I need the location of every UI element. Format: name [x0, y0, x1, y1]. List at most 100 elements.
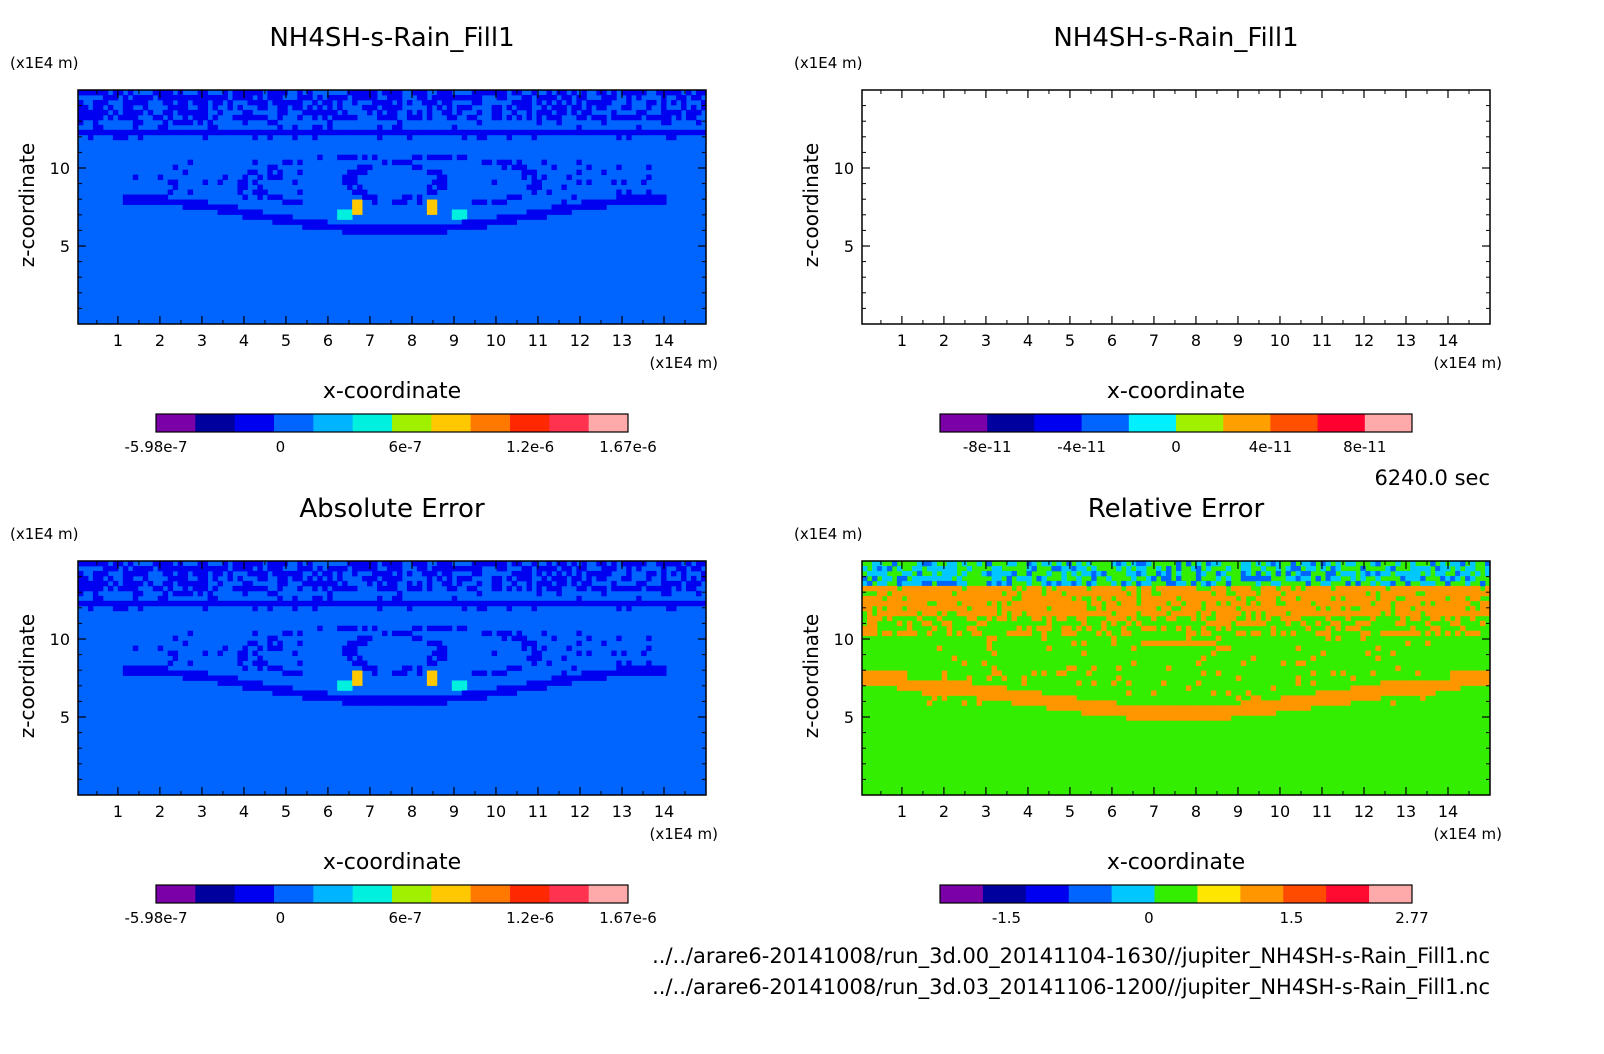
field-cell: [1200, 615, 1207, 622]
field-cell: [946, 585, 953, 592]
field-cell: [277, 104, 283, 111]
field-cell: [257, 600, 263, 607]
field-cell: [651, 129, 657, 136]
field-cell: [342, 129, 348, 136]
field-cell: [416, 154, 423, 161]
field-cell: [461, 214, 468, 220]
field-cell: [926, 575, 933, 582]
field-cell: [881, 590, 888, 597]
field-cell: [896, 575, 903, 582]
field-cell: [1006, 605, 1012, 612]
field-cell: [1126, 715, 1132, 721]
field-cell: [1141, 715, 1147, 721]
field-cell: [976, 695, 983, 701]
field-cell: [232, 600, 238, 607]
colorbar: -8e-11 -4e-11 0 4e-11 8e-11: [939, 413, 1413, 456]
field-cell: [1335, 620, 1341, 627]
field-cell: [257, 645, 263, 652]
field-cell: [1465, 575, 1471, 582]
field-cell: [946, 600, 953, 607]
field-cell: [162, 109, 169, 116]
x-tick-label: 9: [1233, 802, 1243, 821]
field-cell: [441, 224, 448, 230]
field-cell: [446, 90, 453, 96]
field-cell: [451, 129, 458, 136]
field-cell: [951, 605, 958, 612]
field-cell: [411, 700, 418, 706]
field-cell: [137, 570, 144, 577]
field-cell: [242, 129, 248, 136]
field-cell: [1121, 615, 1127, 622]
field-cell: [431, 204, 438, 210]
field-cell: [466, 114, 473, 121]
field-cell: [1320, 590, 1326, 597]
field-cell: [446, 99, 453, 106]
field-cell: [1011, 561, 1017, 567]
field-cell: [162, 600, 169, 607]
field-cell: [941, 670, 948, 676]
field-cell: [1335, 561, 1341, 567]
field-cell: [262, 570, 268, 577]
field-cell: [187, 109, 194, 116]
field-cell: [212, 104, 218, 111]
field-cell: [1195, 680, 1202, 686]
field-cell: [187, 580, 194, 587]
field-cell: [372, 700, 378, 706]
field-cell: [471, 585, 478, 592]
field-cell: [1245, 705, 1252, 711]
field-cell: [436, 700, 443, 706]
field-cell: [991, 580, 997, 587]
field-cell: [87, 600, 94, 607]
field-cell: [1111, 620, 1117, 627]
field-cell: [1390, 650, 1396, 656]
field-cell: [1385, 630, 1391, 637]
field-cell: [392, 224, 398, 230]
field-cell: [636, 199, 642, 205]
field-cell: [1046, 645, 1052, 652]
field-cell: [1071, 695, 1077, 701]
field-cell: [252, 600, 258, 607]
field-cell: [591, 99, 597, 106]
field-cell: [367, 700, 373, 706]
field-cell: [681, 565, 687, 572]
field-cell: [476, 134, 483, 141]
field-cell: [941, 685, 948, 691]
colorbar-tick-label: -5.98e-7: [125, 438, 188, 456]
field-cell: [546, 600, 552, 607]
field-cell: [536, 209, 542, 215]
colorbar-swatch: [274, 885, 314, 903]
field-cell: [606, 565, 612, 572]
field-cell: [1041, 595, 1047, 602]
field-cell: [222, 209, 228, 215]
field-cell: [551, 575, 557, 582]
field-cell: [392, 575, 398, 582]
field-cell: [142, 94, 149, 101]
field-cell: [1106, 585, 1112, 592]
field-cell: [631, 670, 637, 676]
field-cell: [606, 94, 612, 101]
field-cell: [282, 199, 288, 205]
field-cell: [162, 561, 169, 567]
field-cell: [322, 99, 328, 106]
field-cell: [1435, 585, 1441, 592]
field-cell: [901, 675, 908, 681]
field-cell: [411, 129, 418, 136]
field-cell: [966, 585, 973, 592]
field-cell: [1460, 680, 1466, 686]
field-cell: [1121, 605, 1127, 612]
field-cell: [1081, 590, 1087, 597]
field-cell: [1320, 595, 1326, 602]
field-cell: [1101, 700, 1107, 706]
field-cell: [541, 104, 547, 111]
field-cell: [406, 570, 413, 577]
field-cell: [377, 229, 383, 235]
field-cell: [212, 575, 218, 582]
field-cell: [516, 635, 522, 642]
field-cell: [1295, 680, 1301, 686]
field-cell: [382, 90, 388, 96]
field-cell: [1240, 605, 1247, 612]
field-cell: [631, 561, 637, 567]
field-cell: [1061, 595, 1067, 602]
field-cell: [342, 224, 348, 230]
field-cell: [1425, 690, 1431, 696]
